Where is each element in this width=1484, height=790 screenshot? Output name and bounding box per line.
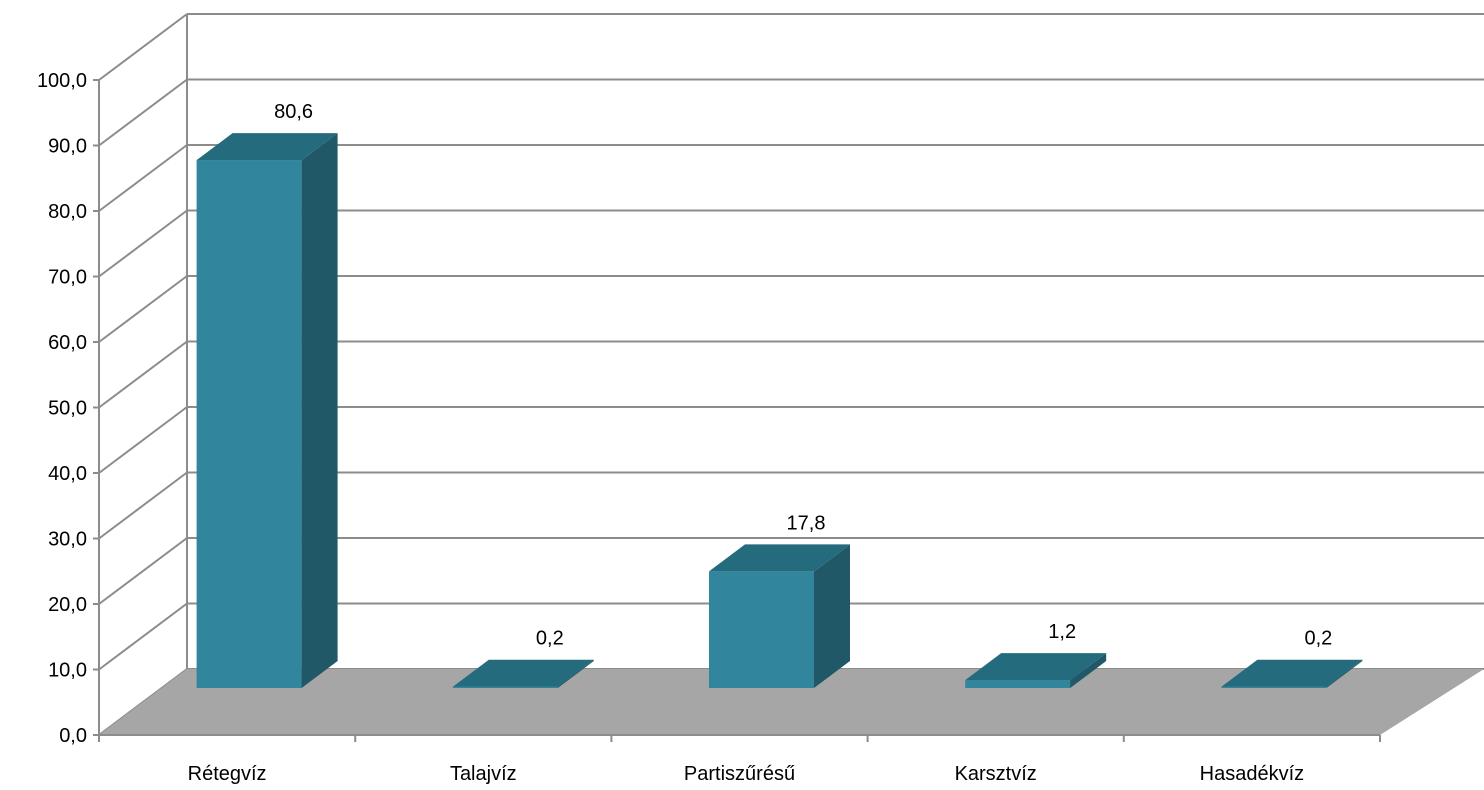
- y-tick-label: 80,0: [48, 201, 87, 223]
- bar-top-3: [965, 653, 1107, 681]
- bar-top-0: [196, 133, 338, 161]
- bar: [452, 659, 594, 688]
- bar-front-3: [965, 680, 1071, 688]
- y-tick-label: 90,0: [48, 136, 87, 158]
- bar: [709, 544, 850, 688]
- x-tick-label: Rétegvíz: [188, 763, 267, 785]
- y-tick-label: 40,0: [48, 463, 87, 485]
- gridlines: [98, 13, 1484, 736]
- gridline-side-6: [98, 275, 188, 343]
- gridline-side-1: [98, 602, 188, 671]
- gridline-side-2: [98, 537, 188, 605]
- y-tick-label: 60,0: [48, 332, 87, 354]
- bar: [196, 133, 338, 688]
- y-tick-label: 100,0: [37, 70, 87, 92]
- y-tick-label: 30,0: [48, 529, 87, 551]
- x-tick-label: Partiszűrésű: [684, 763, 795, 785]
- bar-top-1: [452, 659, 594, 687]
- data-label: 0,2: [536, 628, 564, 650]
- x-tick-label: Hasadékvíz: [1200, 763, 1305, 785]
- bar: [1221, 659, 1363, 688]
- y-tick-label: 70,0: [48, 267, 87, 289]
- gridline-side-3: [98, 471, 188, 540]
- floor: [99, 669, 1484, 735]
- axes: 0,0 10,0 20,0 30,0 40,0 50,0 60,0 70,0 80,0 90,0 1…: [37, 70, 1381, 747]
- y-tick-label: 50,0: [48, 398, 87, 420]
- data-label: 80,6: [274, 101, 313, 123]
- bar-front-0: [196, 160, 302, 688]
- bar-top-2: [709, 544, 850, 572]
- bars: [196, 133, 1363, 688]
- x-tick-label: Talajvíz: [450, 763, 517, 785]
- y-tick-label: 10,0: [48, 660, 87, 682]
- x-tick-label: Karsztvíz: [955, 763, 1037, 785]
- gridline-side-5: [98, 340, 188, 409]
- data-label: 17,8: [787, 512, 826, 534]
- y-tick-label: 0,0: [59, 725, 87, 747]
- data-label: 0,2: [1304, 628, 1332, 650]
- bar-front-2: [709, 571, 814, 688]
- bar-front-1: [452, 686, 558, 688]
- gridline-side-8: [98, 144, 188, 212]
- labels: 80,6 Rétegvíz 0,2 Talajvíz 17,8 Partiszűrésű 1…: [188, 101, 1333, 785]
- chart-floor: [99, 669, 1484, 735]
- data-label: 1,2: [1048, 621, 1076, 643]
- bar: [965, 653, 1107, 688]
- bar-side-2: [814, 544, 850, 688]
- bar-side-0: [301, 133, 338, 688]
- y-tick-label: 20,0: [48, 594, 87, 616]
- gridline-side-10: [98, 13, 188, 81]
- bar-front-4: [1221, 686, 1327, 688]
- bar-top-4: [1221, 659, 1363, 687]
- bar-side-1: [557, 659, 594, 688]
- bar-side-3: [1070, 653, 1107, 688]
- bar-side-4: [1326, 659, 1363, 688]
- gridline-side-9: [98, 78, 188, 147]
- gridline-side-7: [98, 209, 188, 278]
- gridline-side-4: [98, 406, 188, 474]
